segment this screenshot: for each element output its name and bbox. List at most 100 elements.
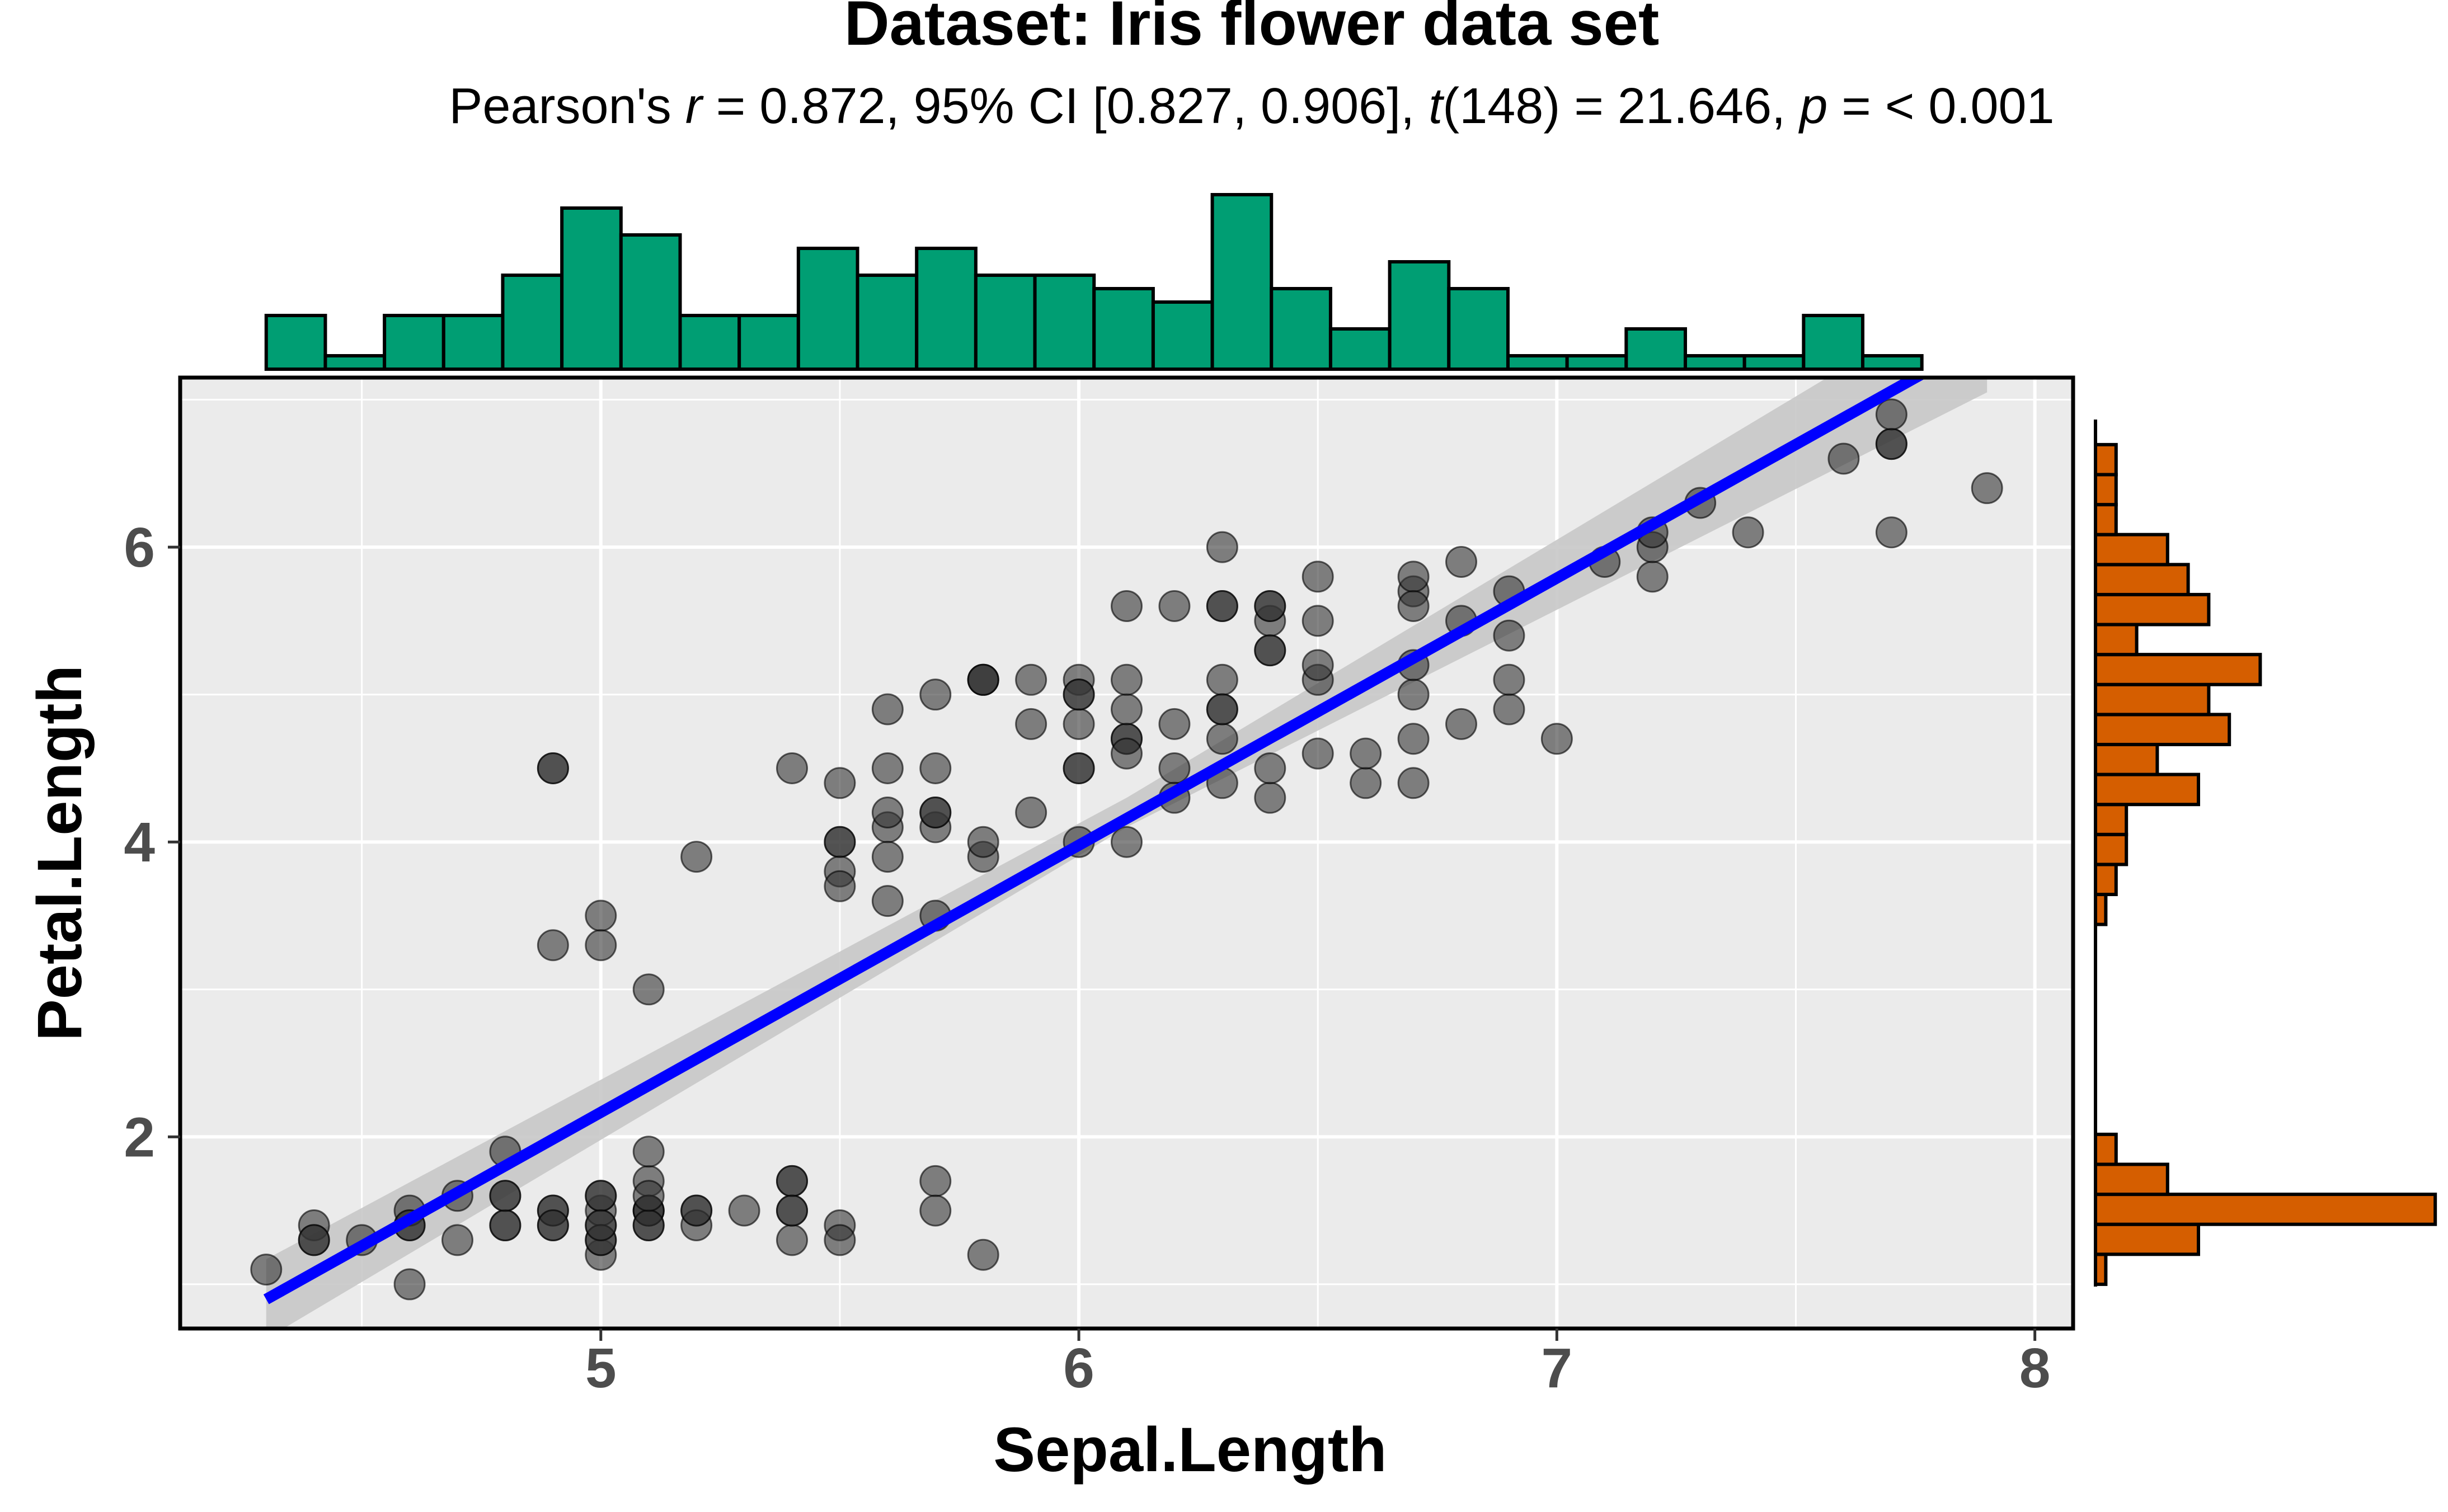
- data-point: [1827, 442, 1860, 475]
- data-point: [1636, 560, 1669, 593]
- top-histogram-bar: [678, 314, 741, 371]
- top-histogram-bar: [1388, 260, 1451, 371]
- data-point: [1015, 708, 1047, 740]
- data-point: [1397, 590, 1430, 623]
- right-marginal-histogram: [2094, 420, 2437, 1287]
- data-point: [967, 663, 999, 696]
- right-histogram-bar: [2094, 623, 2139, 657]
- data-point: [1206, 693, 1238, 726]
- data-point: [585, 929, 617, 962]
- y-tick-label: 6: [124, 516, 155, 579]
- data-point: [632, 973, 665, 1006]
- right-histogram-bar: [2094, 713, 2231, 746]
- data-point: [776, 1224, 808, 1256]
- data-point: [1397, 723, 1430, 755]
- y-tick-label: 4: [124, 811, 155, 874]
- data-point: [632, 1180, 665, 1212]
- right-histogram-bar: [2094, 863, 2118, 897]
- data-point: [1111, 663, 1143, 696]
- data-point: [1875, 398, 1907, 431]
- data-point: [1158, 752, 1191, 784]
- top-histogram-bar: [1447, 287, 1510, 371]
- right-histogram-bar: [2094, 1132, 2118, 1166]
- data-point: [967, 826, 999, 858]
- data-point: [585, 1180, 617, 1212]
- regression-line: [263, 378, 1927, 1304]
- data-point: [393, 1268, 426, 1301]
- data-point: [824, 870, 856, 902]
- data-point: [824, 767, 856, 799]
- data-point: [919, 797, 952, 829]
- data-point: [919, 1194, 952, 1227]
- data-point: [1158, 590, 1191, 623]
- right-histogram-bar: [2094, 1222, 2200, 1256]
- plot-border: [178, 375, 2075, 1331]
- data-point: [1063, 752, 1095, 784]
- data-point: [1540, 723, 1573, 755]
- top-histogram-bar: [501, 274, 564, 371]
- confidence-band: [266, 378, 1987, 1329]
- right-histogram-bar: [2094, 503, 2118, 536]
- data-point: [824, 1224, 856, 1256]
- data-point: [1445, 708, 1478, 740]
- data-point: [776, 1194, 808, 1227]
- data-point: [1493, 663, 1525, 696]
- top-histogram-bar: [856, 274, 919, 371]
- data-point: [1445, 545, 1478, 578]
- top-histogram-bar: [383, 314, 445, 371]
- data-point: [728, 1194, 760, 1227]
- data-point: [632, 1209, 665, 1242]
- right-histogram-bar: [2094, 803, 2129, 836]
- data-point: [871, 841, 904, 873]
- data-point: [585, 899, 617, 932]
- data-point: [1732, 516, 1764, 549]
- data-point: [632, 1136, 665, 1168]
- scatter-points: [250, 398, 2003, 1301]
- data-point: [1493, 619, 1525, 652]
- right-histogram-bar: [2094, 773, 2200, 807]
- x-axis: 5 6 7 8: [585, 1329, 2050, 1400]
- top-histogram-bar: [974, 274, 1037, 371]
- data-point: [1206, 531, 1238, 563]
- confidence-band-area: [266, 378, 1987, 1329]
- top-histogram-bar: [1092, 287, 1155, 371]
- x-tick-label: 7: [1542, 1337, 1573, 1400]
- top-histogram-bar: [1802, 314, 1865, 371]
- data-point: [1875, 516, 1907, 549]
- data-point: [1063, 679, 1095, 711]
- x-tick-label: 6: [1063, 1337, 1094, 1400]
- right-histogram-bar: [2094, 473, 2118, 507]
- data-point: [919, 1165, 952, 1197]
- data-point: [1301, 560, 1334, 593]
- data-point: [871, 797, 904, 829]
- data-point: [1015, 797, 1047, 829]
- right-histogram-bar: [2094, 1162, 2169, 1197]
- top-histogram-bar: [1683, 354, 1746, 371]
- data-point: [1301, 605, 1334, 637]
- data-point: [1254, 590, 1286, 623]
- chart-subtitle: Pearson's r = 0.872, 95% CI [0.827, 0.90…: [449, 78, 2054, 134]
- data-point: [441, 1224, 473, 1256]
- right-histogram-bar: [2094, 592, 2211, 627]
- data-point: [919, 679, 952, 711]
- data-point: [680, 841, 713, 873]
- data-point: [1206, 663, 1238, 696]
- data-point: [776, 752, 808, 784]
- right-histogram-bar: [2094, 682, 2211, 717]
- right-histogram-bar: [2094, 742, 2159, 776]
- right-histogram-bar: [2094, 563, 2190, 596]
- top-histogram-bar: [915, 247, 978, 371]
- top-histogram-bar: [737, 314, 800, 371]
- data-point: [585, 1209, 617, 1242]
- data-point: [1875, 428, 1907, 460]
- data-point: [871, 693, 904, 726]
- data-point: [1397, 767, 1430, 799]
- data-point: [1254, 752, 1286, 784]
- data-point: [871, 885, 904, 917]
- top-histogram-bar: [1210, 193, 1274, 371]
- data-point: [1397, 560, 1430, 593]
- data-point: [1158, 708, 1191, 740]
- top-histogram-bar: [1033, 274, 1096, 371]
- right-histogram-bar: [2094, 832, 2129, 866]
